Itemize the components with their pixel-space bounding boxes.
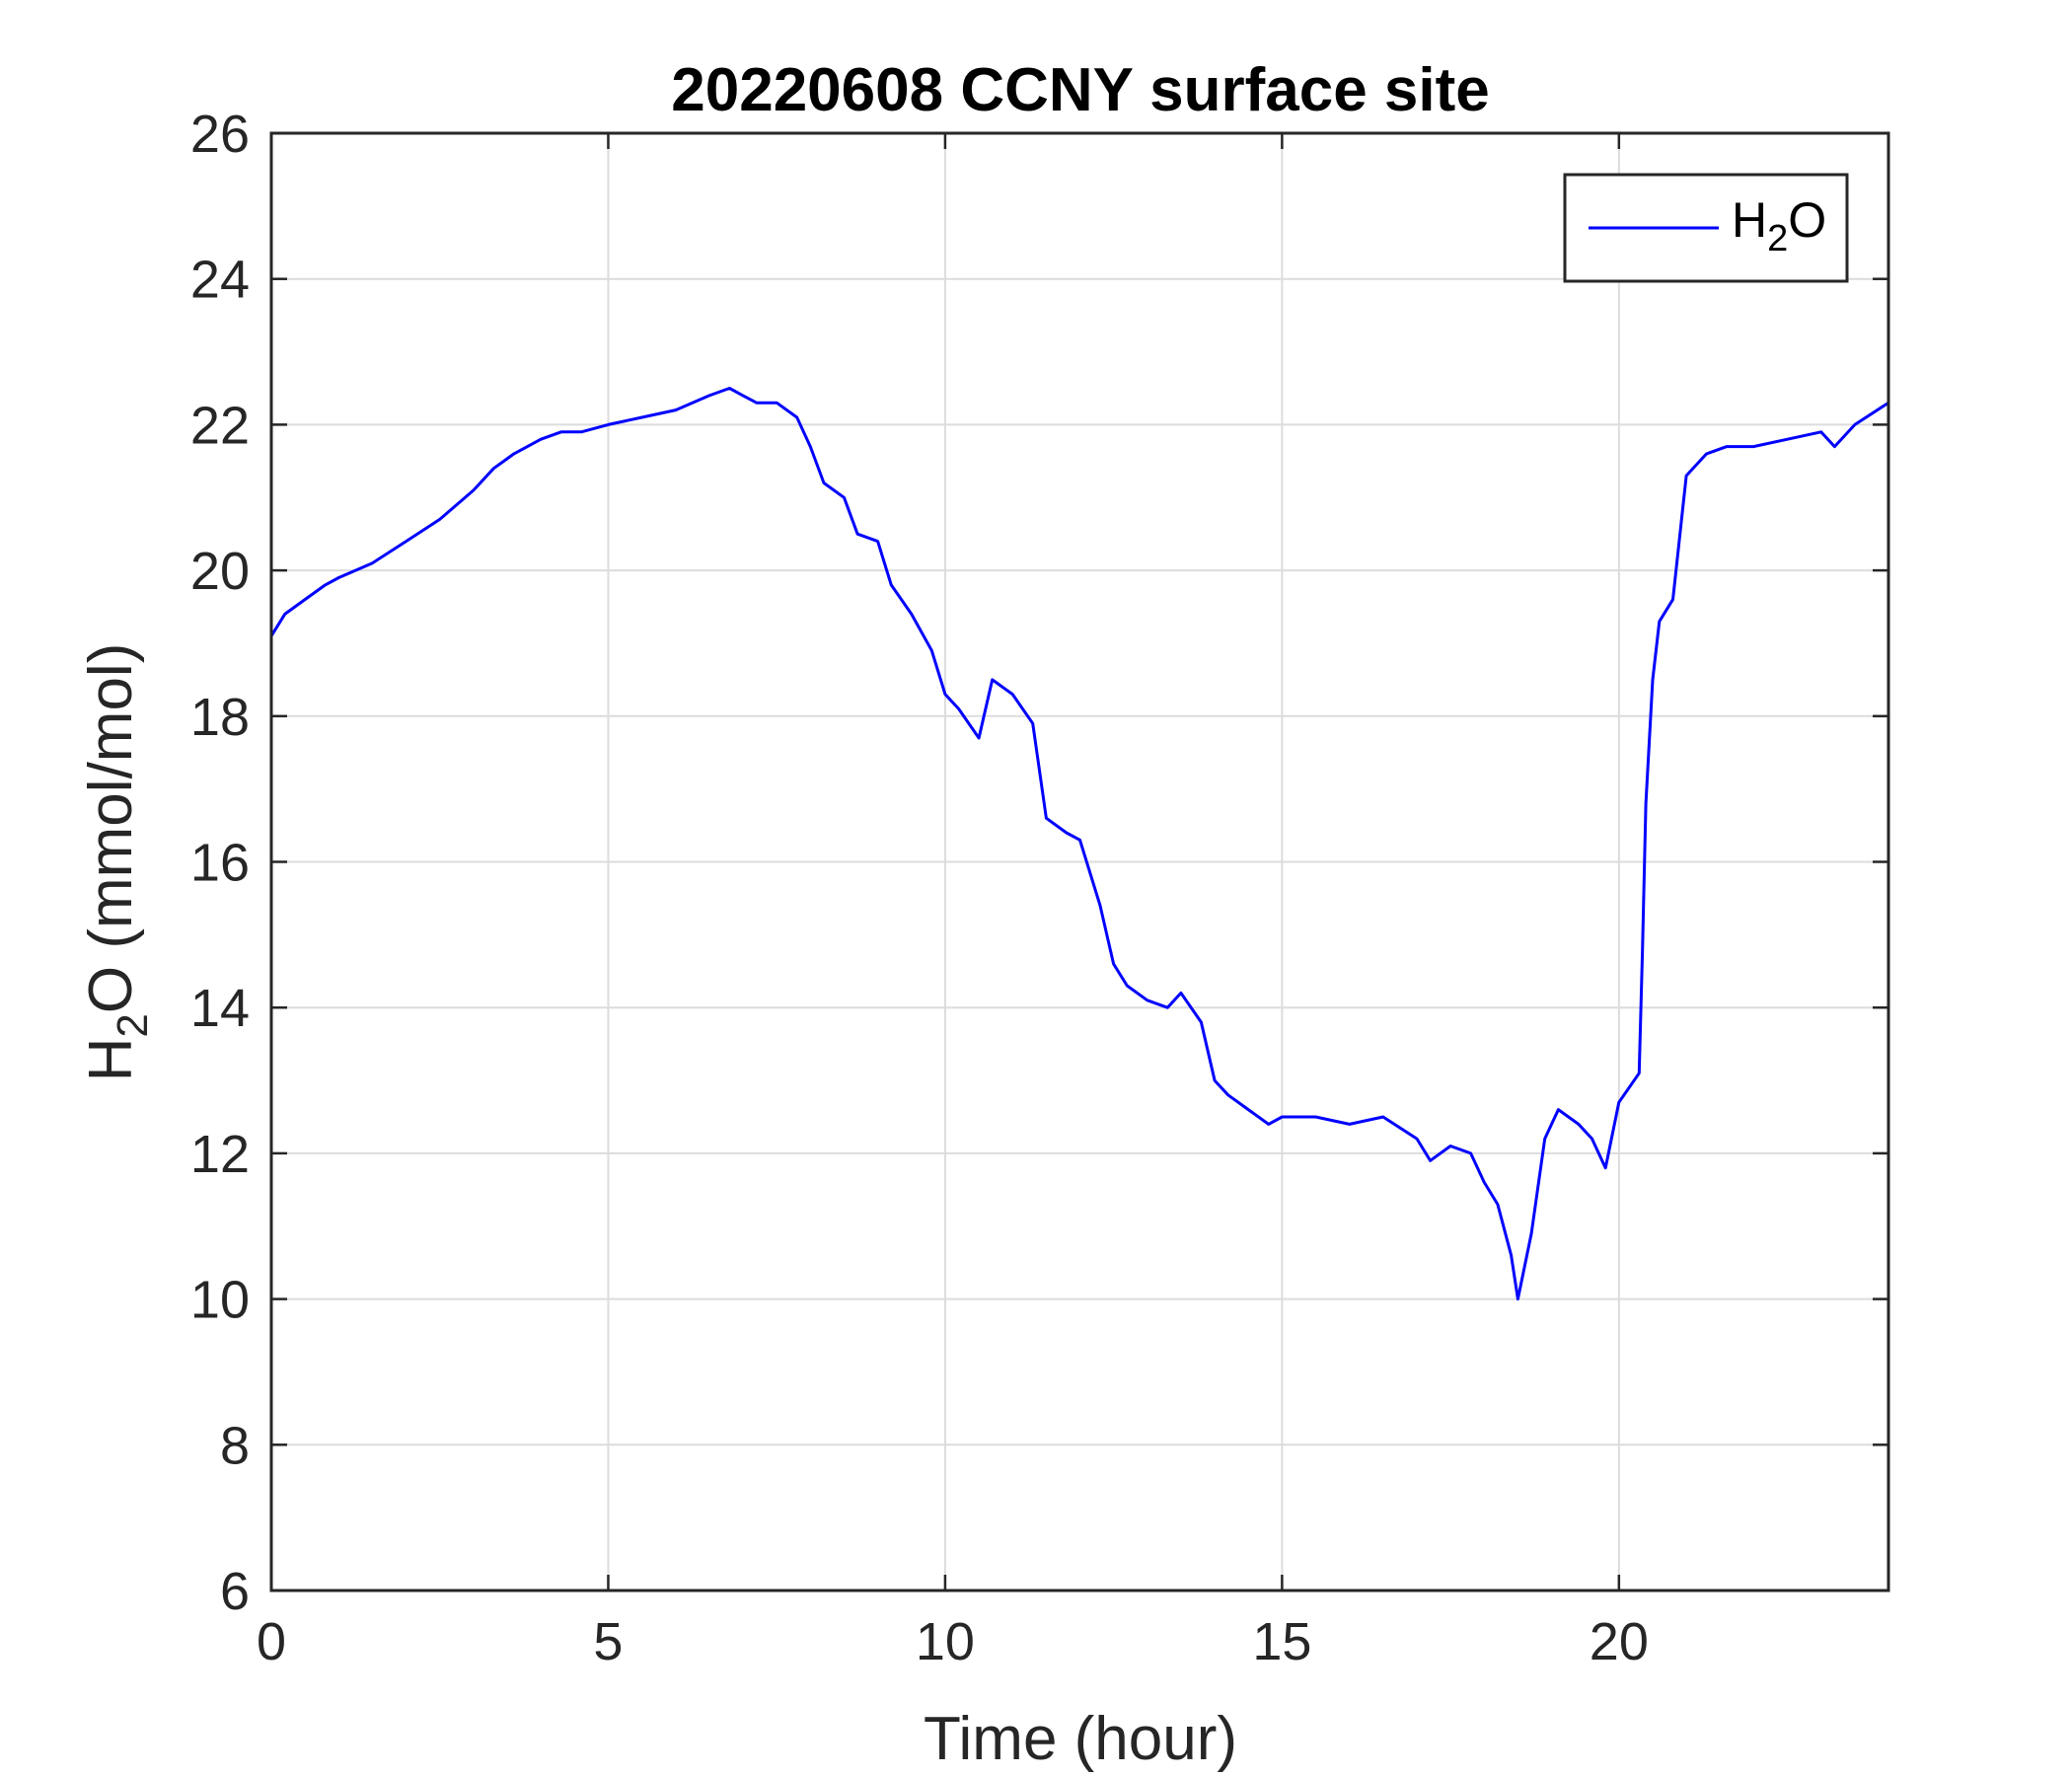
y-tick-labels: 6 8 10 12 14 16 18 20 22 24 26 xyxy=(190,105,250,1621)
y-tick-label: 18 xyxy=(190,688,250,747)
y-tick-label: 16 xyxy=(190,834,250,893)
y-tick-label: 24 xyxy=(190,251,250,310)
y-tick-label: 26 xyxy=(190,105,250,164)
y-tick-label: 20 xyxy=(190,542,250,601)
y-tick-label: 12 xyxy=(190,1125,250,1184)
legend: H2O xyxy=(1563,173,1849,283)
y-axis-label-base: H xyxy=(77,1038,145,1082)
y-axis-label-rest: O (mmol/mol) xyxy=(77,643,145,1013)
legend-label-h2o: H2O xyxy=(1732,192,1826,259)
chart-title: 20220608 CCNY surface site xyxy=(671,56,1490,124)
y-tick-label: 22 xyxy=(190,396,250,455)
plot-frame xyxy=(269,131,1890,1592)
x-tick-label: 10 xyxy=(916,1612,975,1671)
y-tick-label: 6 xyxy=(220,1562,250,1621)
x-tick-label: 5 xyxy=(593,1612,623,1671)
y-tick-label: 10 xyxy=(190,1271,250,1330)
series-layer xyxy=(269,387,1889,1301)
x-tick-label: 15 xyxy=(1252,1612,1311,1671)
x-tick-label: 0 xyxy=(257,1612,286,1671)
legend-label-base: H xyxy=(1732,192,1767,248)
legend-label-sub: 2 xyxy=(1767,218,1788,259)
y-axis-label: H2O (mmol/mol) xyxy=(77,643,157,1082)
y-tick-label: 14 xyxy=(190,979,250,1038)
y-axis-label-sub: 2 xyxy=(109,1013,157,1037)
x-tick-label: 20 xyxy=(1590,1612,1649,1671)
series-line-h2o xyxy=(269,387,1889,1301)
x-tick-labels: 0 5 10 15 20 xyxy=(257,1612,1649,1671)
x-axis-label: Time (hour) xyxy=(924,1705,1237,1773)
legend-label-rest: O xyxy=(1788,192,1826,248)
y-tick-label: 8 xyxy=(220,1416,250,1475)
